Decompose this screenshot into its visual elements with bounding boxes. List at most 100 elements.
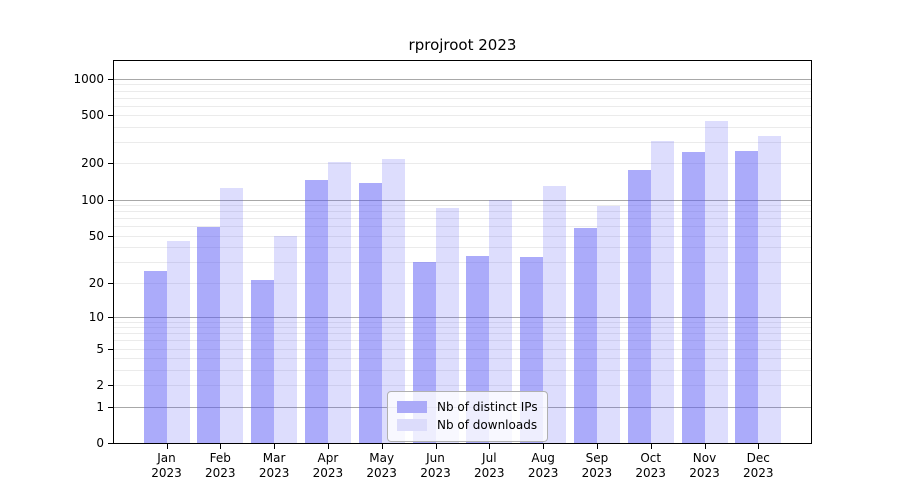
x-tick-mark: [489, 444, 491, 449]
bar-ips-may: [358, 182, 382, 443]
x-tick-month: Jun: [426, 451, 445, 465]
x-tick-mark: [435, 444, 437, 449]
gridline-minor: [114, 348, 811, 350]
gridline-minor: [114, 90, 811, 92]
gridline-minor: [114, 226, 811, 228]
x-tick-label-dec: Dec 2023: [730, 451, 786, 481]
x-tick-label-jan: Jan 2023: [139, 451, 195, 481]
bar-downloads-sep: [596, 206, 620, 443]
gridline-minor: [114, 127, 811, 128]
x-tick-year: 2023: [527, 466, 559, 480]
bar-ips-mar: [251, 280, 275, 443]
y-tick-mark: [108, 348, 113, 350]
y-tick-label: 50: [88, 228, 104, 243]
x-tick-year: 2023: [420, 466, 451, 480]
x-tick-label-jun: Jun 2023: [408, 451, 464, 481]
y-tick-label: 1000: [73, 71, 104, 86]
x-tick-month: Mar: [262, 451, 286, 465]
gridline-minor: [114, 97, 811, 99]
x-tick-year: 2023: [635, 466, 666, 480]
legend: Nb of distinct IPs Nb of downloads: [387, 391, 548, 442]
gridline-major: [114, 316, 811, 318]
gridline-major: [114, 78, 811, 80]
x-tick-mark: [166, 444, 168, 449]
x-tick-label-may: May 2023: [354, 451, 410, 481]
bar-ips-feb: [197, 227, 221, 443]
y-tick-label: 200: [81, 156, 104, 171]
bar-downloads-may: [381, 158, 405, 443]
gridline-minor: [114, 327, 811, 329]
x-tick-label-sep: Sep 2023: [569, 451, 625, 481]
bar-downloads-jan: [166, 241, 190, 443]
bar-downloads-dec: [758, 135, 782, 443]
x-tick-label-aug: Aug 2023: [515, 451, 571, 481]
gridline-minor: [114, 385, 811, 387]
x-tick-month: Feb: [209, 451, 231, 465]
legend-row-downloads: Nb of downloads: [397, 417, 538, 433]
x-tick-month: Aug: [531, 451, 555, 465]
y-tick-label: 10: [88, 309, 104, 324]
gridline-minor: [114, 340, 811, 342]
legend-swatch-downloads: [397, 419, 427, 431]
x-tick-label-jul: Jul 2023: [461, 451, 517, 481]
x-tick-month: Nov: [692, 451, 717, 465]
bar-ips-sep: [573, 228, 597, 443]
x-tick-mark: [704, 444, 706, 449]
gridline-major: [114, 199, 811, 201]
x-tick-mark: [274, 444, 276, 449]
x-tick-month: May: [369, 451, 395, 465]
bar-downloads-feb: [220, 188, 244, 443]
bar-downloads-jun: [435, 208, 459, 443]
y-tick-mark: [108, 78, 113, 80]
x-tick-year: 2023: [366, 466, 397, 480]
gridline-minor: [114, 235, 811, 237]
y-tick-label: 0: [96, 436, 104, 450]
x-tick-mark: [650, 444, 652, 449]
bar-downloads-jul: [489, 199, 513, 443]
x-tick-year: 2023: [312, 466, 344, 480]
x-tick-year: 2023: [151, 466, 182, 480]
legend-swatch-ips: [397, 401, 427, 413]
y-tick-mark: [108, 443, 113, 444]
chart-title: rprojroot 2023: [408, 36, 517, 54]
y-tick-mark: [108, 115, 113, 117]
gridline-minor: [114, 369, 811, 371]
y-tick-mark: [108, 235, 113, 237]
x-tick-mark: [327, 444, 329, 449]
x-tick-year: 2023: [743, 466, 774, 480]
y-tick-mark: [108, 163, 113, 165]
y-tick-label: 1: [96, 399, 104, 414]
x-tick-year: 2023: [205, 466, 236, 480]
gridline-minor: [114, 218, 811, 220]
legend-label-downloads: Nb of downloads: [437, 418, 538, 432]
gridline-minor: [114, 321, 811, 323]
bar-ips-oct: [627, 170, 651, 443]
x-tick-label-mar: Mar 2023: [246, 451, 302, 481]
gridline-minor: [114, 282, 811, 284]
y-tick-label: 100: [81, 192, 104, 207]
x-tick-month: Oct: [640, 451, 662, 465]
y-tick-label: 20: [88, 275, 104, 290]
y-tick-mark: [108, 282, 113, 284]
gridline-minor: [114, 261, 811, 263]
plot-area: Nb of distinct IPs Nb of downloads: [113, 60, 812, 444]
y-tick-label: 2: [96, 378, 104, 393]
x-tick-label-apr: Apr 2023: [300, 451, 356, 481]
x-tick-mark: [758, 444, 760, 449]
y-tick-mark: [108, 385, 113, 387]
bar-downloads-aug: [543, 185, 567, 443]
bar-ips-apr: [304, 179, 328, 443]
x-tick-month: Jan: [157, 451, 176, 465]
gridline-minor: [114, 205, 811, 207]
gridline-minor: [114, 247, 811, 249]
x-tick-mark: [543, 444, 545, 449]
x-tick-mark: [381, 444, 383, 449]
x-tick-year: 2023: [689, 466, 720, 480]
x-tick-mark: [220, 444, 222, 449]
legend-row-ips: Nb of distinct IPs: [397, 399, 538, 415]
bar-ips-jan: [143, 271, 167, 443]
bar-ips-dec: [735, 150, 759, 443]
gridline-minor: [114, 333, 811, 335]
x-tick-month: Sep: [585, 451, 609, 465]
